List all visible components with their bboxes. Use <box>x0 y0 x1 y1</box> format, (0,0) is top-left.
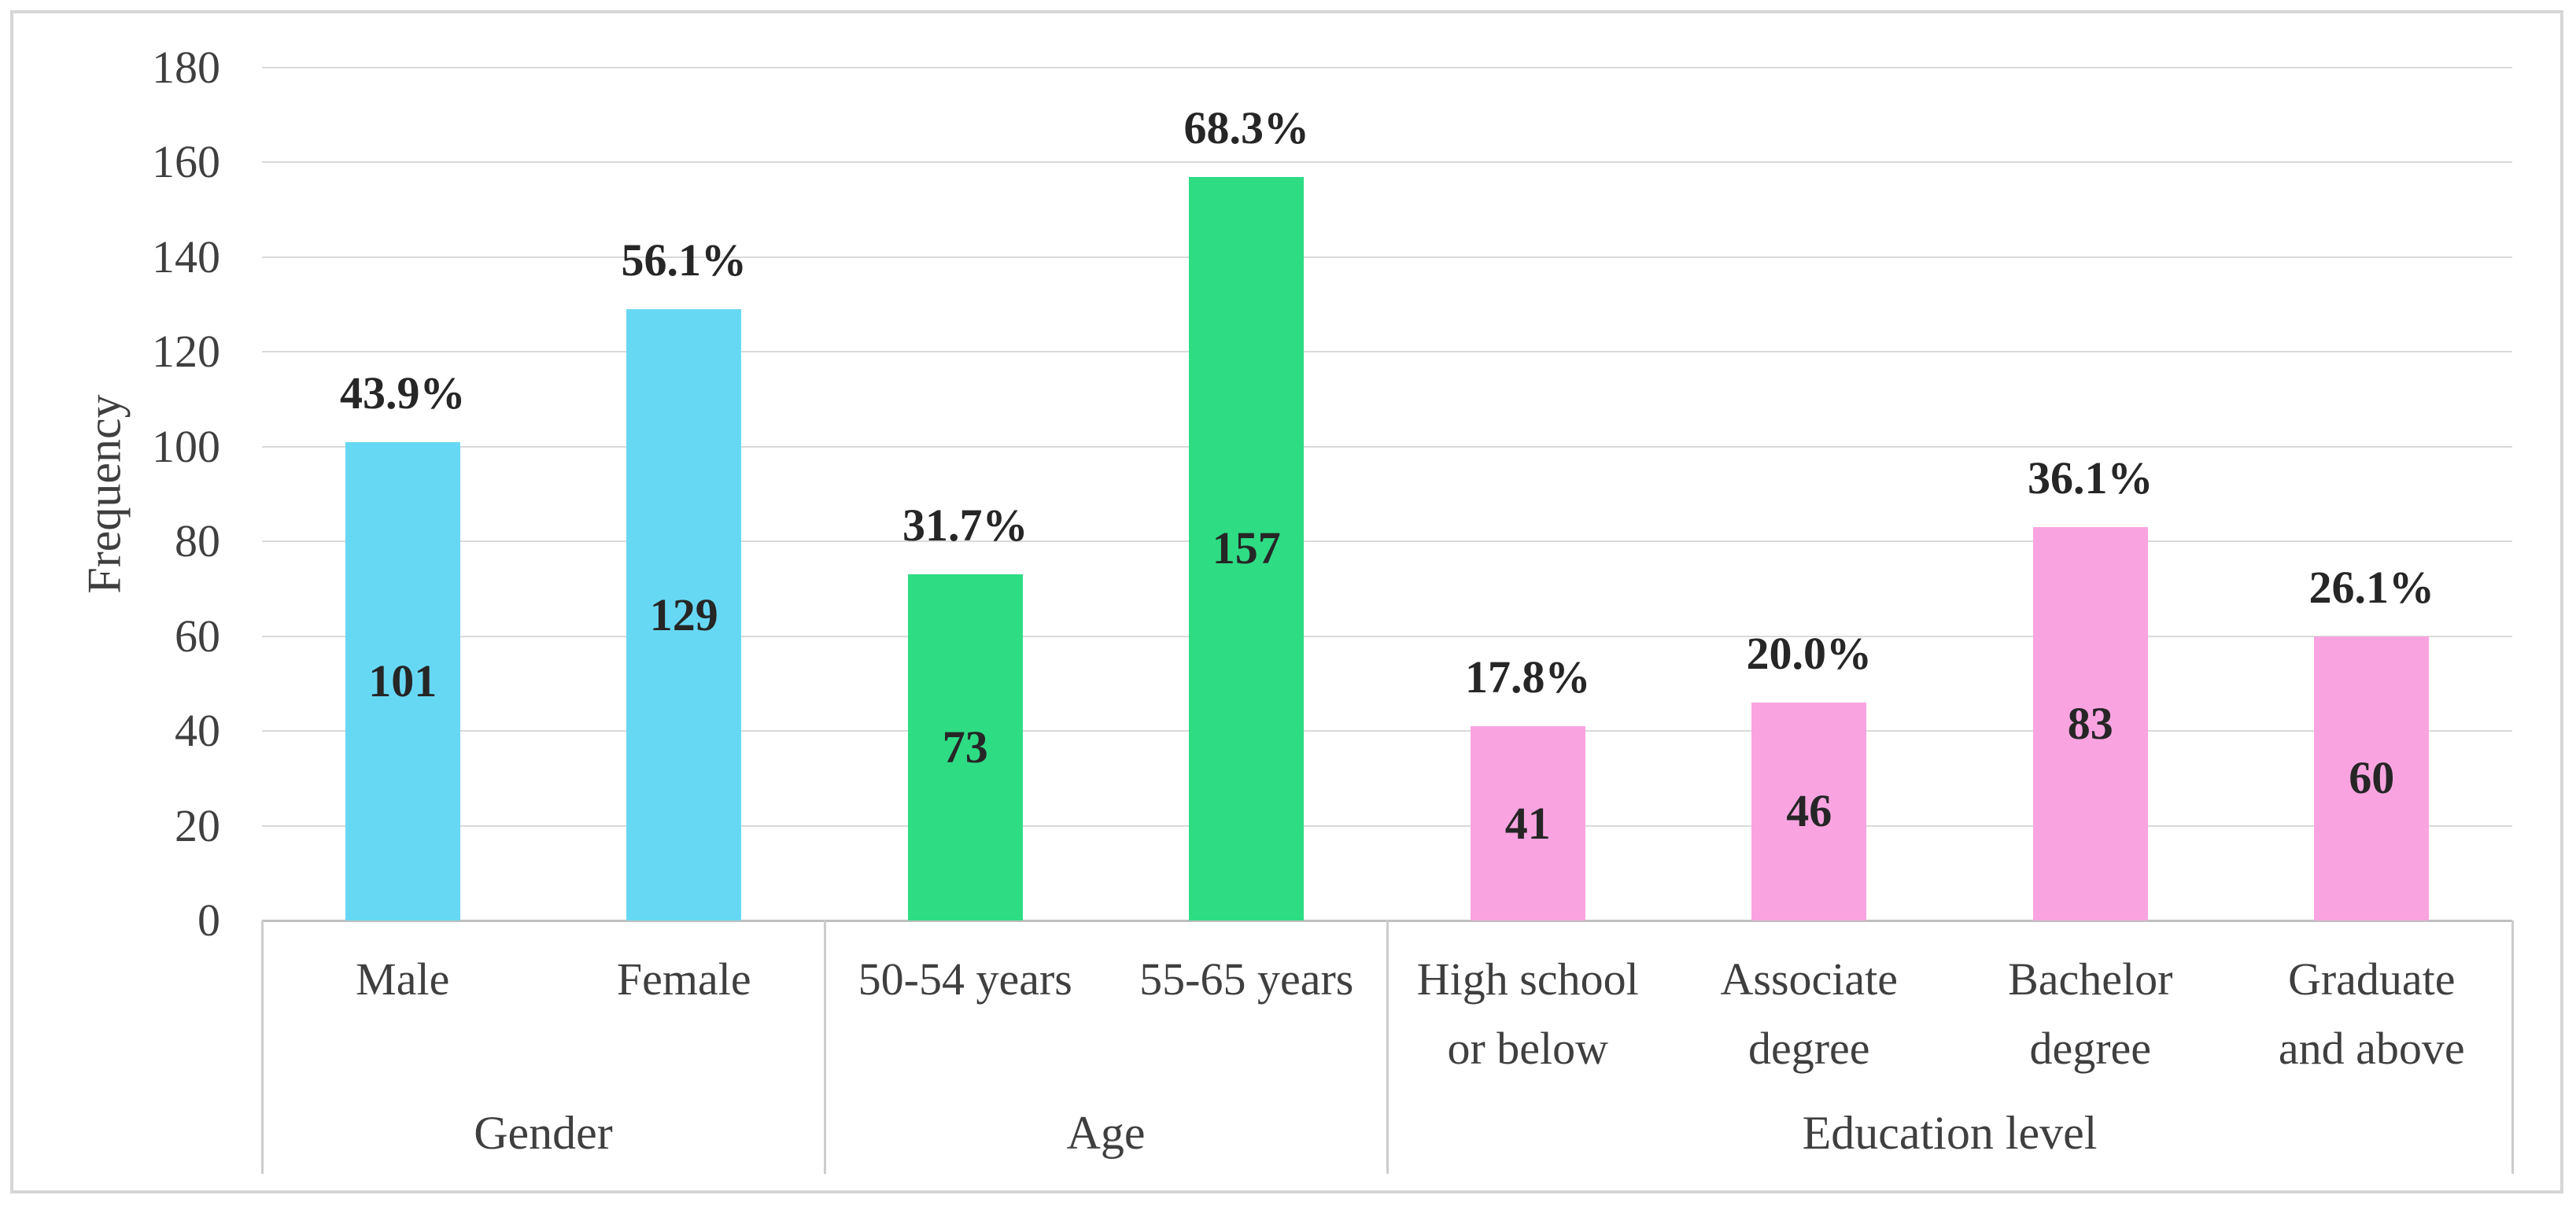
bar-percent-label: 36.1% <box>2028 452 2153 504</box>
gridline <box>262 161 2512 164</box>
y-tick-label: 140 <box>152 231 220 282</box>
bar <box>345 441 460 920</box>
category-label: High school or below <box>1416 954 1639 1074</box>
gridline <box>262 540 2512 543</box>
y-tick-label: 120 <box>152 326 220 378</box>
bar-percent-label: 43.9% <box>340 367 466 419</box>
category-table-border <box>261 920 264 1174</box>
y-tick-label: 100 <box>152 420 220 472</box>
y-tick-label: 40 <box>175 705 220 757</box>
bar <box>626 309 742 920</box>
group-label: Education level <box>1802 1107 2098 1159</box>
category-table-border <box>824 920 826 1174</box>
bar <box>907 574 1023 920</box>
category-label: Associate degree <box>1720 954 1899 1074</box>
group-label: Gender <box>474 1107 613 1159</box>
bar-value-label: 73 <box>942 721 988 773</box>
bar <box>2032 527 2148 920</box>
bar-value-label: 83 <box>2067 698 2113 750</box>
category-label: Bachelor degree <box>2008 954 2173 1074</box>
bar-percent-label: 26.1% <box>2308 561 2435 613</box>
bar <box>1189 176 1305 920</box>
category-label: 50-54 years <box>858 954 1072 1005</box>
bar-percent-label: 56.1% <box>621 234 747 286</box>
category-label: Graduate and above <box>2278 954 2465 1074</box>
bar-percent-label: 20.0% <box>1746 627 1873 679</box>
y-tick-label: 80 <box>175 515 220 567</box>
y-tick-label: 0 <box>197 895 220 946</box>
y-tick-label: 180 <box>152 42 220 93</box>
y-tick-label: 20 <box>175 799 220 851</box>
gridline <box>262 730 2512 732</box>
y-tick-label: 160 <box>152 136 220 188</box>
gridline <box>262 67 2512 68</box>
category-label: 55-65 years <box>1139 954 1354 1005</box>
gridline <box>262 445 2512 448</box>
category-label: Female <box>616 954 751 1005</box>
group-label: Age <box>1066 1107 1146 1159</box>
gridline <box>262 351 2512 353</box>
bar <box>1470 726 1585 920</box>
bar-value-label: 46 <box>1786 785 1832 837</box>
bar-percent-label: 31.7% <box>902 500 1028 552</box>
bar-percent-label: 68.3% <box>1183 101 1310 153</box>
bar-value-label: 129 <box>649 588 718 640</box>
gridline <box>262 824 2512 827</box>
gridline <box>262 635 2512 637</box>
category-table-border <box>2511 920 2514 1174</box>
bar-percent-label: 17.8% <box>1465 651 1591 703</box>
bar-value-label: 157 <box>1212 522 1281 574</box>
bar-value-label: 41 <box>1504 797 1551 849</box>
y-tick-label: 60 <box>175 610 220 662</box>
gridline <box>262 256 2512 258</box>
bar <box>2314 636 2430 920</box>
bar-value-label: 60 <box>2349 752 2395 804</box>
bar <box>1751 702 1867 920</box>
category-table-border <box>1386 920 1389 1174</box>
category-label: Male <box>356 954 450 1005</box>
bar-value-label: 101 <box>368 655 437 706</box>
